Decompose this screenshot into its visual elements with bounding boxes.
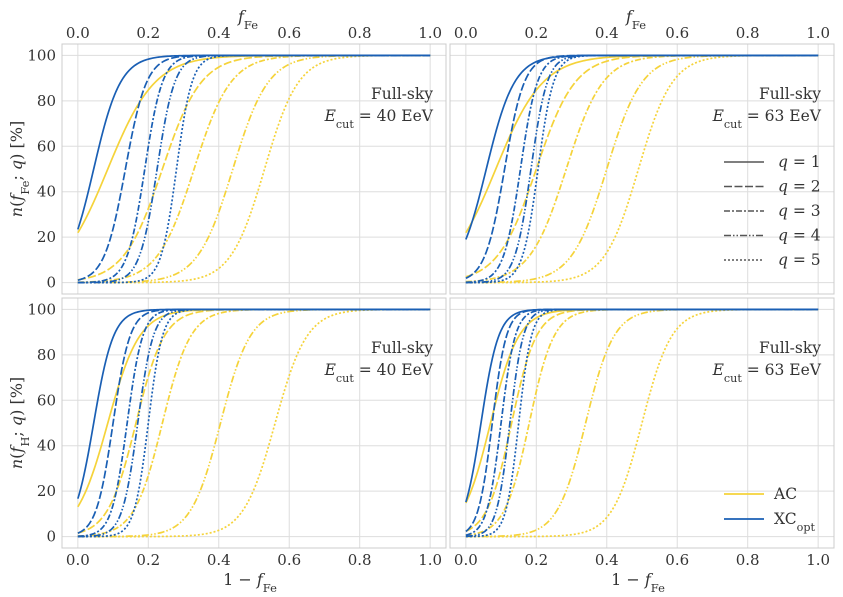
panel-frame [61, 297, 447, 549]
panel-4 [449, 297, 835, 549]
panel-label-line2: Ecut = 63 EeV [712, 107, 822, 131]
legend-q-label: q = 1 [778, 153, 821, 171]
series-xc-opt-q4 [77, 54, 431, 284]
legend-q-label: q = 3 [778, 202, 821, 220]
x-tick-label-top: 1.0 [806, 24, 830, 42]
y-tick-label: 100 [27, 300, 56, 318]
panel-2 [449, 43, 835, 295]
x-tick-label-top: 0.2 [524, 24, 548, 42]
top-axis-label: fFe [237, 7, 258, 32]
x-tick-label-bottom: 0.0 [454, 551, 478, 569]
panel-label-line1: Full-sky [759, 85, 821, 103]
x-tick-label-top: 0.4 [207, 24, 231, 42]
x-tick-label-bottom: 0.4 [207, 551, 231, 569]
x-tick-label-bottom: 0.4 [595, 551, 619, 569]
x-tick-label-top: 0.8 [348, 24, 372, 42]
x-tick-label-bottom: 0.6 [665, 551, 689, 569]
y-tick-label: 80 [37, 346, 56, 364]
legend-method [724, 493, 764, 520]
legend-q-label: q = 5 [778, 251, 821, 269]
x-tick-label-top: 0.8 [736, 24, 760, 42]
x-tick-label-top: 1.0 [418, 24, 442, 42]
legend-method-label: XCopt [774, 510, 815, 534]
series-xc-opt-q5 [77, 308, 431, 538]
panel-1 [61, 43, 447, 295]
x-tick-label-top: 0.6 [277, 24, 301, 42]
y-tick-label: 40 [37, 183, 56, 201]
y-tick-label: 40 [37, 437, 56, 455]
bottom-axis-label: 1 − fFe [223, 570, 277, 595]
y-tick-label: 0 [46, 274, 56, 292]
y-axis-label-bottom: n(fH; q) [%] [7, 377, 32, 469]
y-tick-label: 20 [37, 228, 56, 246]
x-tick-label-top: 0.4 [595, 24, 619, 42]
x-tick-label-bottom: 1.0 [806, 551, 830, 569]
y-tick-label: 100 [27, 46, 56, 64]
legend-q [724, 161, 764, 261]
x-tick-label-top: 0.0 [66, 24, 90, 42]
panel-label-line1: Full-sky [371, 85, 433, 103]
y-axis-label-top: n(fFe; q) [%] [7, 121, 32, 217]
x-tick-label-bottom: 0.6 [277, 551, 301, 569]
panel-frame [449, 43, 835, 295]
x-tick-label-bottom: 0.2 [136, 551, 160, 569]
panel-frame [61, 43, 447, 295]
panel-label-line1: Full-sky [759, 339, 821, 357]
x-tick-label-bottom: 0.0 [66, 551, 90, 569]
series-xc-opt-q2 [77, 308, 431, 534]
legend-method-label: AC [773, 485, 797, 503]
panel-label-line2: Ecut = 63 EeV [712, 361, 822, 385]
series-ac-q4 [465, 54, 819, 284]
bottom-axis-label: 1 − fFe [611, 570, 665, 595]
y-tick-label: 60 [37, 391, 56, 409]
y-tick-label: 80 [37, 92, 56, 110]
series-xc-opt-q5 [77, 54, 431, 284]
panel-frame [449, 297, 835, 549]
x-tick-label-bottom: 0.2 [524, 551, 548, 569]
panel-3 [61, 297, 447, 549]
panel-label-line2: Ecut = 40 EeV [324, 107, 434, 131]
panel-label-line2: Ecut = 40 EeV [324, 361, 434, 385]
legend-q-label: q = 2 [778, 178, 821, 196]
panel-label-line1: Full-sky [371, 339, 433, 357]
y-tick-label: 20 [37, 482, 56, 500]
y-tick-label: 0 [46, 528, 56, 546]
x-tick-label-top: 0.2 [136, 24, 160, 42]
y-tick-label: 60 [37, 137, 56, 155]
top-axis-label: fFe [625, 7, 646, 32]
legend-q-label: q = 4 [778, 227, 821, 245]
x-tick-label-top: 0.6 [665, 24, 689, 42]
x-tick-label-bottom: 0.8 [348, 551, 372, 569]
series-xc-opt-q5 [465, 54, 819, 284]
series-xc-opt-q5 [465, 308, 819, 538]
x-tick-label-bottom: 1.0 [418, 551, 442, 569]
x-tick-label-bottom: 0.8 [736, 551, 760, 569]
x-tick-label-top: 0.0 [454, 24, 478, 42]
